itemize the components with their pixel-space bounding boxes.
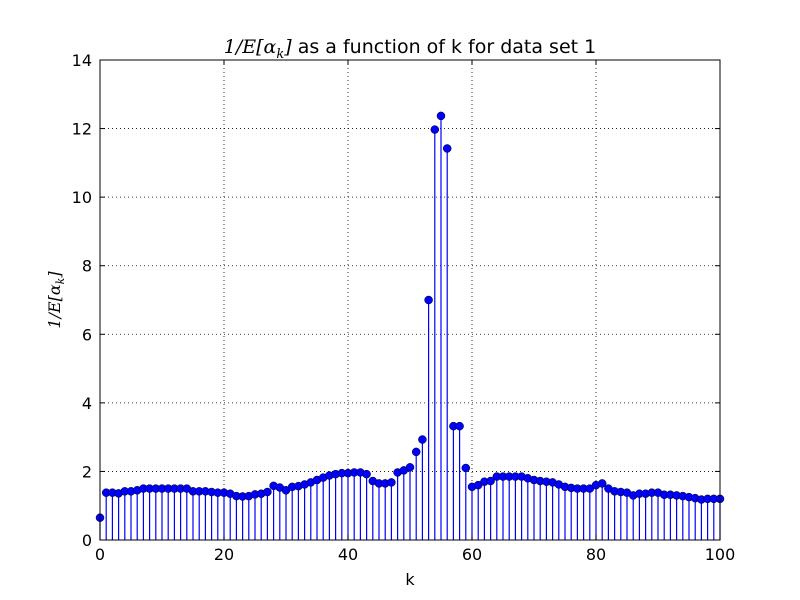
x-tick-label: 60 bbox=[462, 545, 482, 564]
data-point bbox=[424, 295, 433, 305]
data-point bbox=[461, 463, 471, 473]
y-axis-label: 1/E[αk] bbox=[45, 271, 67, 329]
title-math: 1/E[α bbox=[224, 36, 277, 58]
y-tick-label: 10 bbox=[72, 188, 92, 207]
data-point bbox=[486, 476, 495, 486]
data-point bbox=[430, 125, 440, 134]
y-tick-label: 0 bbox=[82, 531, 92, 550]
title-math-sub: k bbox=[276, 47, 284, 62]
chart-title: 1/E[αk] as a function of k for data set … bbox=[224, 36, 596, 62]
y-tick-label: 6 bbox=[82, 325, 92, 344]
y-tick-label: 12 bbox=[72, 120, 92, 139]
x-tick-label: 40 bbox=[338, 545, 358, 564]
data-point bbox=[263, 487, 272, 497]
x-tick-label: 20 bbox=[214, 545, 234, 564]
data-point bbox=[405, 463, 415, 472]
data-point bbox=[455, 421, 464, 431]
y-tick-label: 2 bbox=[82, 462, 92, 481]
x-tick-label: 0 bbox=[95, 545, 105, 564]
data-point bbox=[411, 447, 421, 457]
y-tick-label: 8 bbox=[82, 257, 92, 276]
data-point bbox=[387, 478, 396, 487]
data-point bbox=[436, 111, 446, 121]
svg-text:1/E[αk]: 1/E[αk] bbox=[45, 271, 67, 329]
title-text: as a function of k for data set 1 bbox=[292, 36, 597, 58]
ylabel-math-sub: k bbox=[54, 277, 67, 284]
x-tick-label: 100 bbox=[705, 545, 736, 564]
x-axis-label: k bbox=[405, 570, 415, 589]
data-point bbox=[418, 435, 427, 444]
plot-frame bbox=[99, 59, 721, 541]
plot-area: 0 20 40 60 80 100 0 2 4 6 8 10 12 14 bbox=[72, 51, 736, 564]
y-tick-label: 14 bbox=[72, 51, 92, 70]
data-point bbox=[442, 144, 452, 153]
x-tick-label: 80 bbox=[586, 545, 606, 564]
ylabel-math-close: ] bbox=[45, 271, 64, 279]
data-point bbox=[362, 469, 371, 479]
data-point bbox=[597, 479, 607, 488]
y-tick-label: 4 bbox=[82, 394, 92, 413]
title-math-close: ] bbox=[283, 36, 292, 58]
ylabel-math: 1/E[α bbox=[45, 284, 64, 328]
